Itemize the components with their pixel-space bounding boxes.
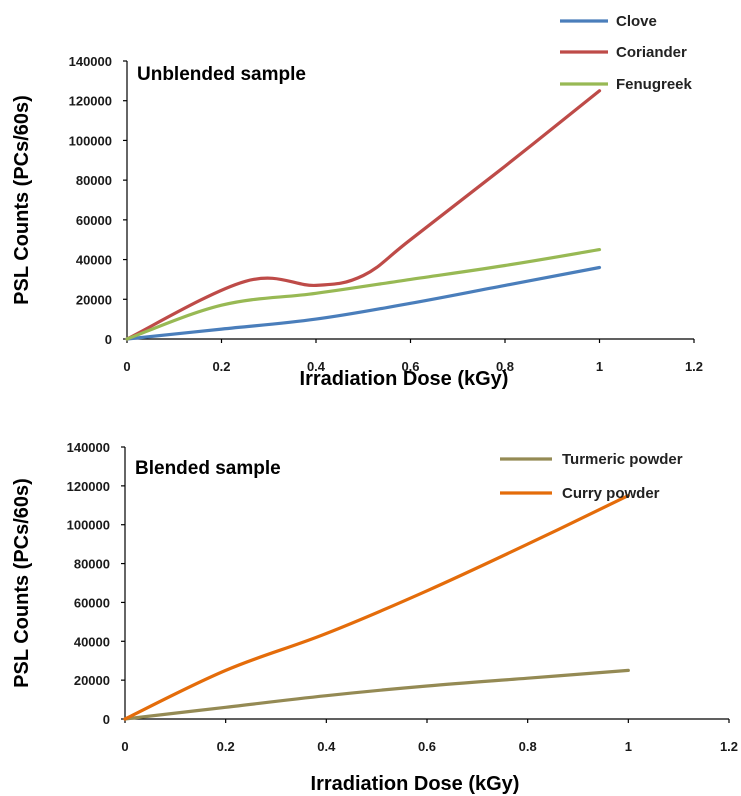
x-tick-label: 0.2 (212, 359, 230, 374)
y-tick-label: 120000 (67, 479, 110, 494)
x-tick-label: 1 (596, 359, 603, 374)
chart-panel-2: 0 20000 40000 60000 80000 100000 120000 140000 0… (11, 440, 738, 795)
legend-label: Coriander (616, 44, 687, 61)
x-tick-label: 0 (121, 739, 128, 754)
series-line-coriander (125, 89, 602, 341)
y-tick-label: 20000 (74, 673, 110, 688)
y-tick-label: 100000 (69, 133, 112, 148)
x-tick-label: 1.2 (685, 359, 703, 374)
series-line-fenugreek (125, 248, 602, 341)
x-tick-label: 0.4 (317, 739, 336, 754)
x-tick-label: 0.8 (519, 739, 537, 754)
y-tick-label: 60000 (76, 213, 112, 228)
y-tick-label: 100000 (67, 518, 110, 533)
y-tick-label: 40000 (74, 634, 110, 649)
y-tick-label: 0 (105, 332, 112, 347)
x-axis-title: Irradiation Dose (kGy) (300, 368, 509, 390)
x-tick-label: 0.6 (418, 739, 436, 754)
series-line-clove (125, 265, 602, 341)
y-tick-label: 80000 (76, 173, 112, 188)
x-axis-title: Irradiation Dose (kGy) (311, 773, 520, 795)
chart-title: Unblended sample (137, 64, 306, 85)
y-tick-label: 140000 (67, 440, 110, 455)
y-tick-label: 60000 (74, 595, 110, 610)
series-line-turmeric-powder (123, 668, 630, 721)
legend-label: Curry powder (562, 485, 660, 502)
y-tick-label: 140000 (69, 54, 112, 69)
y-tick-label: 80000 (74, 557, 110, 572)
x-tick-label: 0.4 (307, 359, 326, 374)
chart-title: Blended sample (135, 458, 281, 479)
chart-panel-1: 0 20000 40000 60000 80000 100000 120000 140000 0… (11, 13, 703, 390)
legend-label: Clove (616, 13, 657, 30)
x-tick-label: 1.2 (720, 739, 738, 754)
y-axis-title: PSL Counts (PCs/60s) (11, 478, 33, 688)
x-tick-label: 0 (123, 359, 130, 374)
x-tick-label: 0.8 (496, 359, 514, 374)
x-tick-label: 1 (625, 739, 632, 754)
y-tick-label: 0 (103, 712, 110, 727)
series-line-curry-powder (123, 494, 630, 721)
y-tick-label: 120000 (69, 94, 112, 109)
y-tick-label: 20000 (76, 292, 112, 307)
legend-label: Turmeric powder (562, 451, 683, 468)
y-axis-title: PSL Counts (PCs/60s) (11, 95, 33, 305)
x-tick-label: 0.6 (401, 359, 419, 374)
x-tick-label: 0.2 (217, 739, 235, 754)
y-tick-label: 40000 (76, 253, 112, 268)
legend-label: Fenugreek (616, 76, 693, 93)
